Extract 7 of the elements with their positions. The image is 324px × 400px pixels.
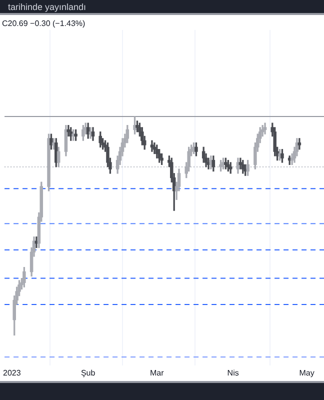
- x-tick-label: Mar: [150, 368, 164, 378]
- x-tick-label: Nis: [227, 368, 239, 378]
- chart-title: tarihinde yayınlandı: [0, 0, 324, 15]
- x-tick-label: May: [299, 368, 314, 378]
- x-tick-label: 2023: [3, 368, 22, 378]
- x-tick-label: Şub: [80, 368, 96, 378]
- chart-subtitle: C20.69 −0.30 (−1.43%): [2, 19, 86, 28]
